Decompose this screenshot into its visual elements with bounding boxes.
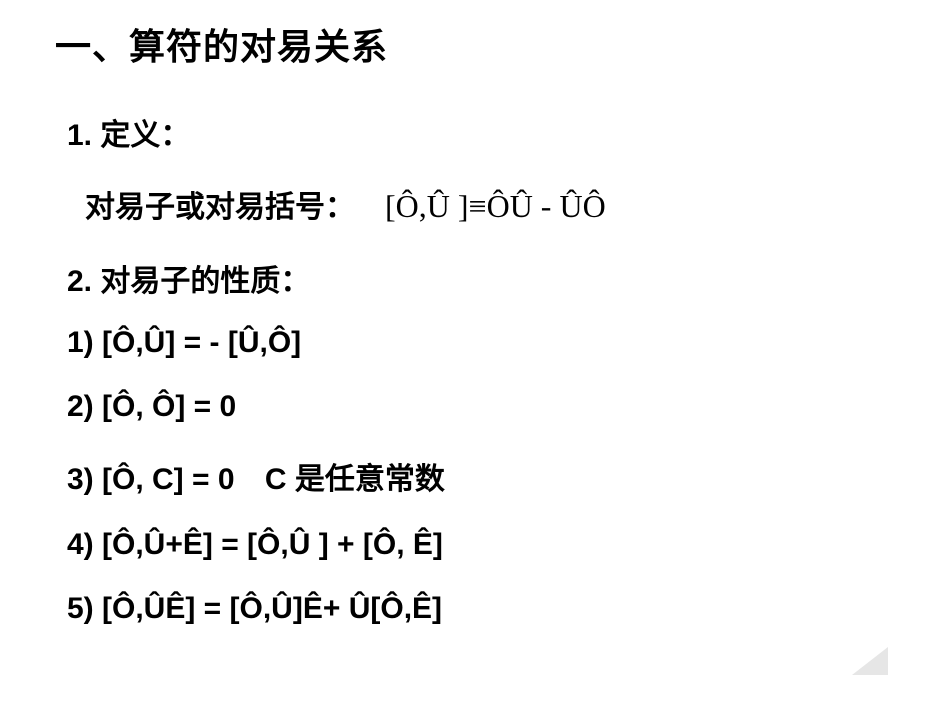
- property-2: 2) [Ô, Ô] = 0: [67, 390, 950, 424]
- property-note: C 是任意常数: [265, 463, 445, 496]
- section-title: 一、算符的对易关系: [55, 18, 950, 70]
- properties-label: 2. 对易子的性质：: [67, 256, 950, 300]
- property-5: 5) [Ô,ÛÊ] = [Ô,Û]Ê+ Û[Ô,Ê]: [67, 592, 950, 626]
- property-3: 3) [Ô, C] = 0 C 是任意常数: [67, 454, 950, 498]
- property-text: 3) [Ô, C] = 0: [67, 463, 235, 496]
- property-4: 4) [Ô,Û+Ê] = [Ô,Û ] + [Ô, Ê]: [67, 528, 950, 562]
- property-1: 1) [Ô,Û] = - [Û,Ô]: [67, 326, 950, 360]
- definition-label: 1. 定义：: [67, 110, 950, 154]
- property-text: 2) [Ô, Ô] = 0: [67, 390, 236, 423]
- page-curl-icon: [852, 647, 888, 675]
- definition-row: 对易子或对易括号： [Ô,Û ]≡ÔÛ - ÛÔ: [85, 182, 950, 226]
- definition-term: 对易子或对易括号：: [85, 182, 355, 226]
- property-text: 1) [Ô,Û] = - [Û,Ô]: [67, 326, 301, 359]
- slide-page: 一、算符的对易关系 1. 定义： 对易子或对易括号： [Ô,Û ]≡ÔÛ - Û…: [0, 0, 950, 713]
- property-text: 4) [Ô,Û+Ê] = [Ô,Û ] + [Ô, Ê]: [67, 528, 443, 561]
- property-text: 5) [Ô,ÛÊ] = [Ô,Û]Ê+ Û[Ô,Ê]: [67, 592, 442, 625]
- definition-formula: [Ô,Û ]≡ÔÛ - ÛÔ: [385, 188, 606, 225]
